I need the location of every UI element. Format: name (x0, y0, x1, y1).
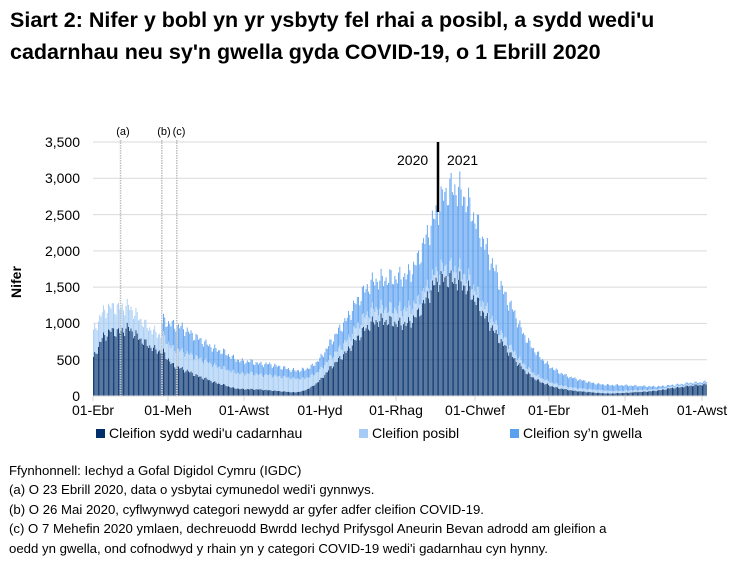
x-tick-marks (92, 396, 703, 401)
legend-swatch-icon (359, 428, 368, 438)
x-tick: 01-Meh (144, 402, 192, 418)
gridlines (93, 141, 707, 361)
y-tick: 1,500 (44, 279, 80, 295)
x-tick: 01-Awst (676, 402, 728, 418)
legend-item-suspected: Cleifion posibl (359, 425, 459, 441)
x-tick: 01-Ebr (71, 402, 115, 418)
legend-item-confirmed: Cleifion sydd wedi'u cadarnhau (96, 425, 302, 441)
legend-label: Cleifion sydd wedi'u cadarnhau (109, 425, 303, 441)
y-tick: 3,500 (44, 134, 80, 150)
legend-label: Cleifion sy’n gwella (523, 425, 643, 441)
y-tick: 3,000 (44, 170, 80, 186)
x-tick: 01-Awst (218, 402, 270, 418)
footnote-c: (c) O 7 Mehefin 2020 ymlaen, dechreuodd … (9, 521, 607, 537)
bar-series (93, 171, 707, 396)
y-tick: 0 (72, 388, 80, 404)
footnote-a: (a) O 23 Ebrill 2020, data o ysbytai cym… (9, 482, 375, 498)
legend-item-recovering: Cleifion sy’n gwella (510, 425, 642, 441)
annotation-lines (119, 140, 178, 396)
legend-swatch-icon (96, 428, 105, 438)
marker-label-a: (a) (116, 126, 130, 138)
x-tick: 01-Hyd (297, 402, 343, 418)
footnote-b: (b) O 26 Mai 2020, cyflwynwyd categori n… (9, 501, 484, 517)
marker-label-b: (b) (157, 126, 171, 138)
y-tick: 2,000 (44, 243, 80, 259)
x-tick: 01-Chwef (445, 402, 505, 418)
x-tick: 01-Rhag (369, 402, 423, 418)
footnotes: Ffynhonnell: Iechyd a Gofal Digidol Cymr… (9, 461, 734, 558)
y-tick: 2,500 (44, 207, 80, 223)
legend-label: Cleifion posibl (372, 425, 460, 441)
year-label-2021: 2021 (447, 152, 479, 168)
legend-swatch-icon (510, 428, 519, 438)
year-label-2020: 2020 (397, 152, 429, 168)
y-tick: 500 (56, 352, 80, 368)
chart-title: Siart 2: Nifer y bobl yn yr ysbyty fel r… (10, 8, 655, 64)
x-tick: 01-Ebr (527, 402, 571, 418)
y-tick: 1,000 (44, 315, 80, 331)
marker-label-c: (c) (172, 126, 186, 138)
x-tick: 01-Meh (601, 402, 649, 418)
footnote-c-continued: oedd yn gwella, ond cofnodwyd y rhain yn… (9, 540, 548, 556)
source-note: Ffynhonnell: Iechyd a Gofal Digidol Cymr… (9, 463, 302, 478)
